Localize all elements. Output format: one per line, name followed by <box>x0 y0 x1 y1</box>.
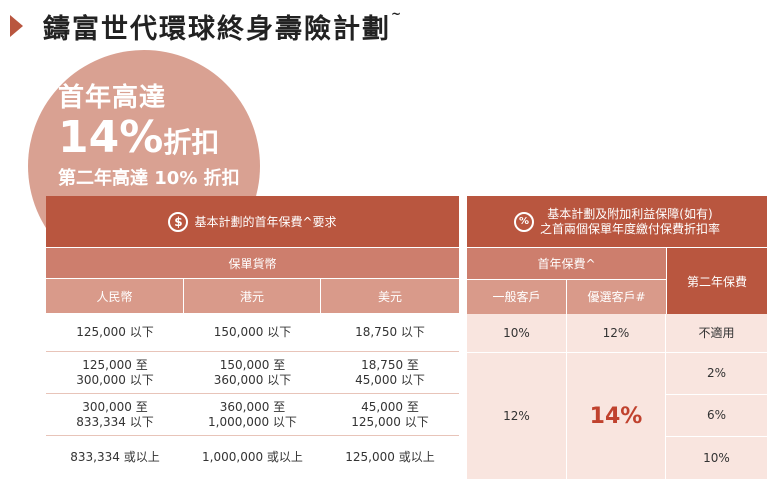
column-usd: 美元 <box>321 279 459 313</box>
table-cell: 300,000 至 833,334 以下 <box>76 399 154 429</box>
table-cell: 833,334 或以上 <box>70 449 160 464</box>
currency-columns-row: 人民幣 港元 美元 <box>46 278 459 313</box>
table-cell: 125,000 至 300,000 以下 <box>76 357 154 387</box>
column-rmb: 人民幣 <box>46 279 184 313</box>
promo-discount-value: 14% <box>58 112 164 163</box>
column-hkd: 港元 <box>184 279 321 313</box>
percent-icon: % <box>513 211 534 232</box>
right-header-line-1: 基本計劃及附加利益保障(如有) <box>547 206 713 221</box>
table-cell: 18,750 以下 <box>355 324 425 339</box>
table-row: 125,000 以下 150,000 以下 18,750 以下 <box>46 313 459 352</box>
rate-general-row-1: 10% <box>467 314 567 352</box>
triangle-arrow-icon <box>10 15 23 37</box>
customer-type-row: 一般客戶 優選客戶# <box>467 278 666 314</box>
rate-premium-merged: 14% <box>567 353 666 479</box>
right-table-header: % 基本計劃及附加利益保障(如有) 之首兩個保單年度繳付保費折扣率 <box>467 196 767 247</box>
page-title-bar: 鑄富世代環球終身壽險計劃~ <box>0 6 403 46</box>
page-title-text: 鑄富世代環球終身壽險計劃 <box>43 13 391 45</box>
table-cell: 18,750 至 45,000 以下 <box>355 357 425 387</box>
right-header-line-2: 之首兩個保單年度繳付保費折扣率 <box>539 221 720 236</box>
second-year-premium-header: 第二年保費 <box>666 248 767 314</box>
second-year-rates: 2% 6% 10% <box>666 353 767 479</box>
table-cell: 150,000 以下 <box>213 324 292 339</box>
promo-text: 首年高達 14%折扣 第二年高達 10% 折扣 <box>58 82 240 191</box>
first-year-premium-header: 首年保費^ <box>467 248 666 279</box>
table-row: 125,000 至 300,000 以下 150,000 至 360,000 以… <box>46 352 459 394</box>
policy-currency-header: 保單貨幣 <box>46 247 459 278</box>
rate-second-year-row-1: 不適用 <box>698 325 735 340</box>
promo-line-3: 第二年高達 10% 折扣 <box>58 168 240 189</box>
promo-line-1: 首年高達 <box>58 83 167 113</box>
first-year-header-group: 首年保費^ 一般客戶 優選客戶# <box>467 248 666 314</box>
rate-general-merged: 12% <box>467 353 567 479</box>
rate-second-year-row-3: 6% <box>666 395 767 437</box>
promo-line-2: 14%折扣 <box>58 114 240 167</box>
rate-header-rows: 首年保費^ 一般客戶 優選客戶# 第二年保費 <box>467 247 767 314</box>
premium-requirement-table: $ 基本計劃的首年保費^要求 保單貨幣 人民幣 港元 美元 125,000 以下… <box>46 196 459 478</box>
dollar-icon: $ <box>168 211 189 232</box>
page-title: 鑄富世代環球終身壽險計劃~ <box>43 7 403 46</box>
table-cell: 45,000 至 125,000 以下 <box>351 399 429 429</box>
merged-rate-rows: 12% 14% 2% 6% 10% <box>467 353 767 479</box>
table-cell: 1,000,000 或以上 <box>202 449 303 464</box>
table-cell: 125,000 或以上 <box>345 449 435 464</box>
discount-rate-table: % 基本計劃及附加利益保障(如有) 之首兩個保單年度繳付保費折扣率 首年保費^ … <box>467 196 767 479</box>
column-premium-customer: 優選客戶# <box>567 279 666 314</box>
rate-premium-row-1: 12% <box>567 314 666 352</box>
rate-second-year-row-4: 10% <box>703 450 730 465</box>
rate-second-year-row-2: 2% <box>666 353 767 395</box>
right-table-header-text: 基本計劃及附加利益保障(如有) 之首兩個保單年度繳付保費折扣率 <box>540 207 720 237</box>
table-cell: 360,000 至 1,000,000 以下 <box>208 399 297 429</box>
table-cell: 125,000 以下 <box>76 324 154 339</box>
left-table-header-text: 基本計劃的首年保費^要求 <box>194 215 337 229</box>
table-row: 10% 12% 不適用 <box>467 314 767 353</box>
left-table-header: $ 基本計劃的首年保費^要求 <box>46 196 459 247</box>
column-general-customer: 一般客戶 <box>467 279 567 314</box>
table-row: 833,334 或以上 1,000,000 或以上 125,000 或以上 <box>46 436 459 478</box>
table-row: 300,000 至 833,334 以下 360,000 至 1,000,000… <box>46 394 459 436</box>
promo-discount-suffix: 折扣 <box>163 126 220 159</box>
table-cell: 150,000 至 360,000 以下 <box>213 357 292 387</box>
title-mark: ~ <box>391 6 404 21</box>
